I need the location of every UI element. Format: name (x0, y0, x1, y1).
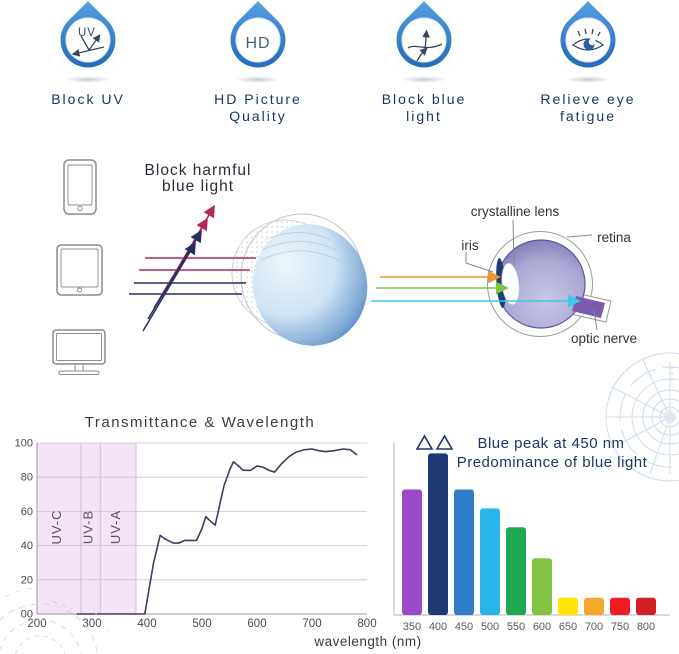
svg-text:400: 400 (137, 618, 156, 630)
bar-600 (532, 558, 552, 615)
svg-text:Predominance of blue light: Predominance of blue light (457, 454, 648, 471)
hd-icon: HD (245, 35, 270, 52)
uv-block-icon: UV (71, 27, 105, 57)
svg-text:80: 80 (21, 472, 33, 484)
feature-relieve-eye-fatigue: Relieve eye fatigue (518, 1, 658, 124)
tablet-icon (56, 244, 103, 296)
svg-text:UV-C: UV-C (49, 509, 64, 544)
feature-block-uv: UV Block UV (18, 1, 158, 108)
technical-drawing-watermark (605, 352, 679, 482)
svg-text:800: 800 (637, 621, 655, 633)
feature-label: HD Picture Quality (214, 91, 302, 124)
eye-diagram (487, 231, 612, 337)
peak-marker-triangle (435, 434, 454, 450)
feature-block-blue-light: Block blue light (354, 1, 494, 124)
drop-badge: UV (48, 1, 128, 79)
svg-text:700: 700 (302, 618, 321, 630)
bar-750 (610, 597, 630, 615)
svg-text:750: 750 (611, 621, 629, 633)
bar-450 (454, 489, 474, 615)
feature-label: Block UV (51, 91, 125, 107)
bar-350 (402, 489, 422, 615)
transmittance-chart: Transmittance & Wavelength 100 80 60 40 20 00 2… (0, 405, 380, 654)
drop-shadow (565, 76, 611, 83)
wavelength-axis-label: wavelength (nm) (314, 634, 422, 649)
svg-text:300: 300 (82, 618, 101, 630)
bar-500 (480, 508, 500, 615)
svg-text:700: 700 (585, 621, 603, 633)
caption-line2: blue light (162, 178, 234, 195)
svg-text:40: 40 (21, 540, 33, 552)
svg-text:Transmittance & Wavelength: Transmittance & Wavelength (85, 414, 315, 431)
svg-text:600: 600 (533, 621, 551, 633)
drop-shadow (235, 76, 281, 83)
lens-eye-diagram: Block harmful blue light (52, 159, 637, 375)
iris-label: iris (461, 238, 478, 253)
peak-marker-triangle (415, 434, 434, 450)
bar-550 (506, 527, 526, 615)
svg-text:UV-B: UV-B (81, 510, 96, 544)
label-connectors (465, 219, 598, 331)
svg-text:400: 400 (429, 621, 447, 633)
svg-text:20: 20 (21, 574, 33, 586)
svg-text:650: 650 (559, 621, 577, 633)
svg-text:500: 500 (481, 621, 499, 633)
bar-650 (558, 597, 578, 615)
reflected-rays (142, 204, 215, 332)
svg-text:200: 200 (27, 618, 46, 630)
svg-text:800: 800 (357, 618, 376, 630)
monitor-icon (52, 329, 106, 375)
retina-label: retina (597, 230, 631, 245)
bar-800 (636, 597, 656, 615)
drop-badge (548, 1, 628, 79)
block-blue-light-icon (407, 29, 443, 62)
optic-nerve-label: optic nerve (571, 331, 637, 346)
svg-text:UV-A: UV-A (108, 510, 123, 544)
svg-text:100: 100 (15, 438, 33, 450)
bar-400 (428, 453, 448, 615)
feature-label: Relieve eye fatigue (540, 91, 636, 124)
drop-badge: HD (218, 1, 298, 79)
hd-glyph-text: HD (245, 35, 270, 52)
uv-glyph-text: UV (78, 27, 96, 39)
spectacle-lens (231, 213, 368, 346)
feature-hd-quality: HD HD Picture Quality (188, 1, 328, 124)
svg-text:550: 550 (507, 621, 525, 633)
drop-shadow (65, 76, 111, 83)
drop-shadow (401, 76, 447, 83)
svg-text:Blue peak at 450 nm: Blue peak at 450 nm (477, 435, 624, 452)
drop-badge (384, 1, 464, 79)
smartphone-icon (63, 159, 97, 215)
spectrum-bar-chart: 350 400 450 500 550 600 650 700 750 800 Blue peak … (385, 420, 679, 654)
relieve-eye-fatigue-icon (571, 28, 605, 51)
bar-700 (584, 597, 604, 615)
svg-text:60: 60 (21, 506, 33, 518)
caption-line1: Block harmful (145, 162, 252, 179)
feature-label: Block blue light (381, 91, 467, 124)
svg-text:450: 450 (455, 621, 473, 633)
incident-rays (129, 257, 256, 295)
light-rays-into-eye (371, 270, 581, 308)
svg-text:600: 600 (247, 618, 266, 630)
crystalline-lens-label: crystalline lens (471, 204, 560, 219)
svg-text:350: 350 (403, 621, 421, 633)
svg-text:500: 500 (192, 618, 211, 630)
